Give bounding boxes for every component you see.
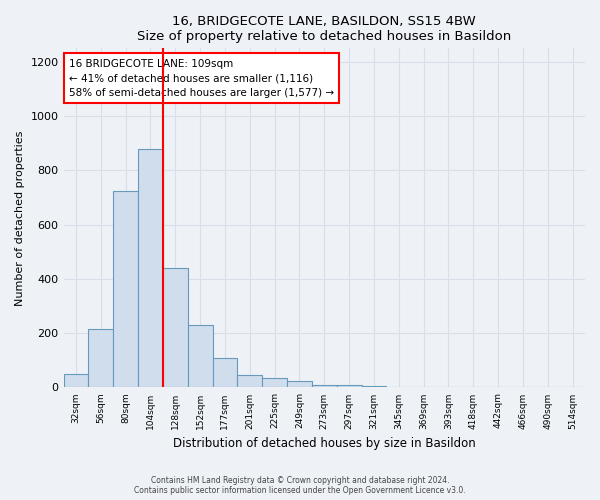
Bar xyxy=(212,358,238,388)
Text: Contains HM Land Registry data © Crown copyright and database right 2024.
Contai: Contains HM Land Registry data © Crown c… xyxy=(134,476,466,495)
Bar xyxy=(362,386,386,388)
Bar xyxy=(64,374,88,388)
Bar xyxy=(287,382,312,388)
Bar xyxy=(337,386,362,388)
Bar xyxy=(88,329,113,388)
Bar xyxy=(238,374,262,388)
Y-axis label: Number of detached properties: Number of detached properties xyxy=(15,130,25,306)
X-axis label: Distribution of detached houses by size in Basildon: Distribution of detached houses by size … xyxy=(173,437,476,450)
Title: 16, BRIDGECOTE LANE, BASILDON, SS15 4BW
Size of property relative to detached ho: 16, BRIDGECOTE LANE, BASILDON, SS15 4BW … xyxy=(137,15,511,43)
Bar xyxy=(138,148,163,388)
Bar xyxy=(262,378,287,388)
Bar xyxy=(163,268,188,388)
Bar xyxy=(113,191,138,388)
Bar xyxy=(188,325,212,388)
Text: 16 BRIDGECOTE LANE: 109sqm
← 41% of detached houses are smaller (1,116)
58% of s: 16 BRIDGECOTE LANE: 109sqm ← 41% of deta… xyxy=(69,58,334,98)
Bar xyxy=(312,384,337,388)
